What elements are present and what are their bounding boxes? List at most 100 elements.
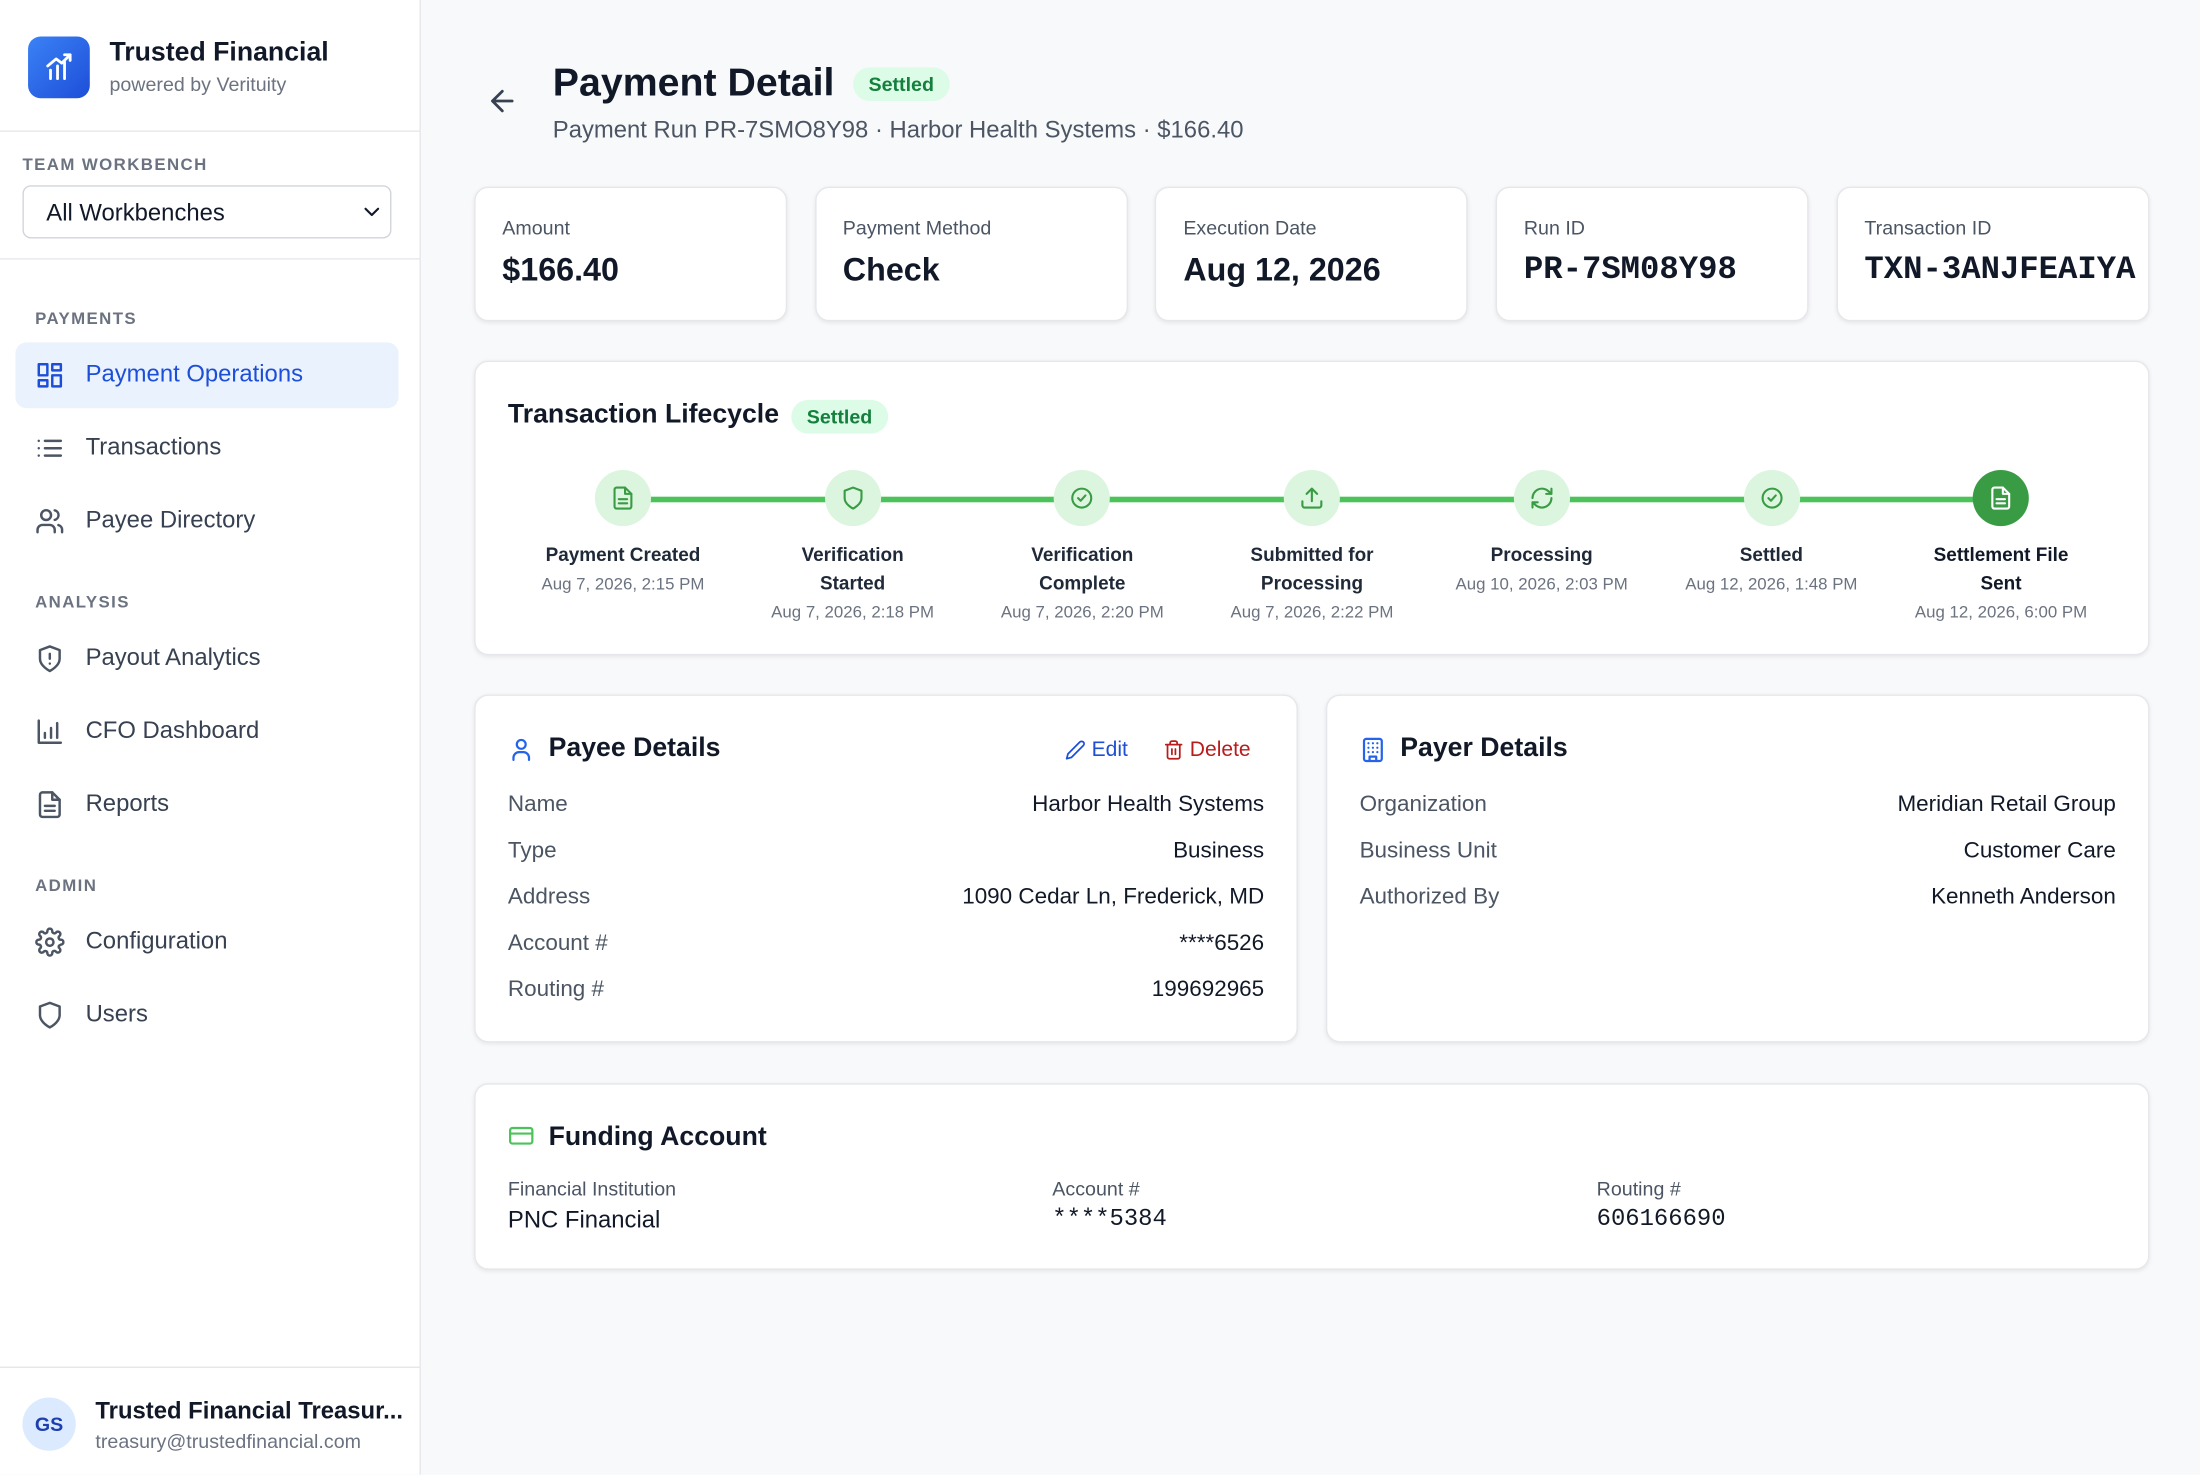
nav-label: Configuration bbox=[85, 927, 228, 955]
step-label: Settled bbox=[1739, 544, 1803, 566]
chevron bbox=[364, 207, 380, 217]
row-value: 1090 Cedar Ln, Frederick, MD bbox=[962, 885, 1265, 910]
step-icon bbox=[1531, 487, 1553, 509]
step-time: Aug 12, 2026, 6:00 PM bbox=[1914, 601, 2088, 622]
step-time: Aug 7, 2026, 2:22 PM bbox=[1230, 601, 1394, 622]
field-label: Routing # bbox=[1596, 1177, 1681, 1200]
funding-title: Funding Account bbox=[548, 1122, 767, 1152]
step: Settled Aug 12, 2026, 1:48 PM bbox=[1666, 542, 1876, 600]
field-label: Financial Institution bbox=[507, 1177, 677, 1200]
summary-card: Payment Method Check bbox=[814, 186, 1128, 322]
workbench-select[interactable]: All Workbenches bbox=[22, 185, 392, 239]
row-value: Harbor Health Systems bbox=[1032, 792, 1265, 817]
step-dot bbox=[1054, 470, 1111, 527]
nav-item[interactable]: Transactions bbox=[15, 415, 398, 481]
step-time: Aug 7, 2026, 2:15 PM bbox=[541, 573, 705, 594]
step: Verification Complete Aug 7, 2026, 2:20 P… bbox=[977, 542, 1187, 628]
lifecycle-title: Transaction Lifecycle bbox=[507, 399, 780, 430]
step-label: Payment Created bbox=[545, 544, 701, 566]
nav-icon bbox=[37, 439, 63, 457]
step: Processing Aug 10, 2026, 2:03 PM bbox=[1436, 542, 1646, 600]
summary-label: Execution Date bbox=[1183, 216, 1317, 239]
step-dot bbox=[1283, 470, 1341, 527]
lifecycle-card: Transaction Lifecycle Settled Payment Crea… bbox=[474, 360, 2150, 656]
funding-card: Funding Account Financial Institution PNC … bbox=[474, 1083, 2150, 1270]
payee-icon bbox=[512, 738, 531, 762]
row-value: Kenneth Anderson bbox=[1931, 885, 2116, 910]
action-button[interactable]: Delete bbox=[1163, 738, 1251, 762]
row-value: ****6526 bbox=[1179, 931, 1265, 956]
summary-value: PR-7SM08Y98 bbox=[1523, 251, 1737, 288]
summary-card: Amount $166.40 bbox=[474, 186, 788, 322]
step-time: Aug 7, 2026, 2:18 PM bbox=[771, 601, 935, 622]
nav-label: CFO Dashboard bbox=[85, 716, 260, 744]
status-badge: Settled bbox=[853, 67, 950, 102]
nav-icon bbox=[36, 508, 64, 534]
nav-icon bbox=[38, 1001, 61, 1029]
step: Settlement File Sent Aug 12, 2026, 6:00 P… bbox=[1896, 542, 2106, 628]
nav-item[interactable]: Payee Directory bbox=[15, 488, 398, 554]
nav-item[interactable]: Payment Operations bbox=[15, 342, 399, 409]
payee-card: Payee Details Name Harbor Health Systems Ty… bbox=[474, 694, 1298, 1043]
brand-icon bbox=[46, 53, 72, 80]
row-label: Organization bbox=[1359, 792, 1487, 817]
step-icon bbox=[1991, 486, 2011, 510]
row-label: Name bbox=[507, 792, 568, 817]
summary-card: Run ID PR-7SM08Y98 bbox=[1495, 186, 1809, 322]
action-icon bbox=[1164, 740, 1183, 760]
back-arrow bbox=[491, 89, 514, 113]
step-icon bbox=[1760, 487, 1782, 509]
avatar: GS bbox=[22, 1397, 76, 1451]
step-dot bbox=[1513, 470, 1570, 527]
nav-item[interactable]: Reports bbox=[15, 772, 398, 838]
field-value: 606166690 bbox=[1596, 1206, 1726, 1234]
summary-card: Transaction ID TXN-3ANJFEAIYA bbox=[1836, 186, 2150, 322]
step-label: Settlement File Sent bbox=[1933, 544, 2069, 594]
row-label: Authorized By bbox=[1359, 885, 1500, 910]
divider bbox=[0, 130, 420, 132]
nav-label: Transactions bbox=[85, 433, 222, 461]
nav-item[interactable]: CFO Dashboard bbox=[15, 699, 398, 765]
row-label: Routing # bbox=[507, 977, 605, 1002]
nav-icon bbox=[38, 791, 61, 819]
step-time: Aug 7, 2026, 2:20 PM bbox=[1000, 601, 1164, 622]
summary-label: Payment Method bbox=[842, 216, 992, 239]
row-value: Meridian Retail Group bbox=[1897, 792, 2116, 817]
brand-name: Trusted Financial bbox=[109, 37, 329, 68]
step-dot bbox=[594, 470, 652, 527]
funding-icon bbox=[509, 1126, 534, 1145]
summary-value: TXN-3ANJFEAIYA bbox=[1864, 251, 2136, 288]
nav-section-title: ANALYSIS bbox=[35, 592, 130, 612]
sidebar: Trusted Financial powered by Verituity TEA… bbox=[0, 0, 421, 1475]
summary-label: Transaction ID bbox=[1864, 216, 1992, 239]
back-button[interactable] bbox=[485, 84, 519, 118]
nav-item[interactable]: Users bbox=[15, 982, 398, 1048]
row-value: 199692965 bbox=[1151, 977, 1265, 1002]
row-label: Address bbox=[507, 885, 591, 910]
summary-label: Run ID bbox=[1523, 216, 1585, 239]
nav-item[interactable]: Payout Analytics bbox=[15, 626, 398, 692]
action-label: Edit bbox=[1091, 738, 1128, 762]
action-label: Delete bbox=[1189, 738, 1251, 762]
payee-title: Payee Details bbox=[548, 733, 721, 764]
nav-label: Payment Operations bbox=[85, 360, 304, 388]
nav-label: Payout Analytics bbox=[85, 644, 261, 671]
step-label: Verification Started bbox=[801, 544, 904, 594]
row-label: Business Unit bbox=[1359, 839, 1497, 863]
row-label: Account # bbox=[507, 931, 608, 956]
step: Payment Created Aug 7, 2026, 2:15 PM bbox=[518, 542, 728, 600]
divider bbox=[0, 258, 420, 260]
nav-icon bbox=[37, 363, 63, 388]
field-value: ****5384 bbox=[1052, 1206, 1167, 1234]
nav-item[interactable]: Configuration bbox=[15, 909, 398, 975]
action-button[interactable]: Edit bbox=[1065, 738, 1128, 762]
step-time: Aug 10, 2026, 2:03 PM bbox=[1455, 573, 1628, 594]
step-label: Verification Complete bbox=[1031, 544, 1134, 594]
summary-label: Amount bbox=[502, 216, 570, 239]
step-dot bbox=[824, 470, 881, 527]
brand-tagline: powered by Verituity bbox=[109, 72, 287, 96]
step-icon bbox=[843, 486, 863, 510]
page-title: Payment Detail bbox=[552, 60, 835, 104]
